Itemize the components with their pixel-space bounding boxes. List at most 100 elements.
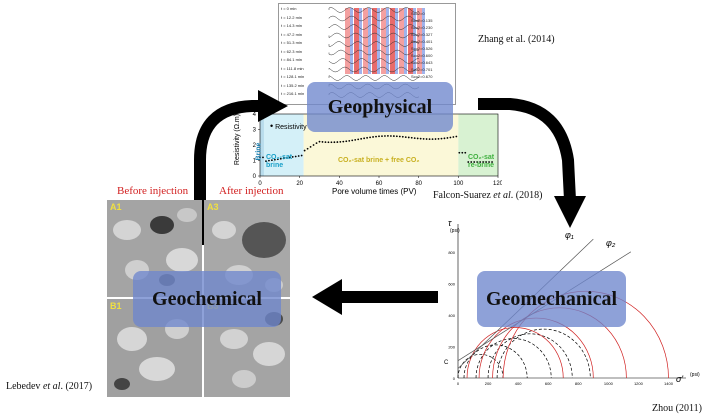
resistivity-point — [312, 144, 315, 146]
geochemical-label: Geochemical — [133, 271, 281, 327]
resistivity-point — [357, 138, 360, 141]
waveform-trace — [328, 75, 420, 81]
mohr-xtick: 1200 — [634, 381, 644, 386]
resistivity-point — [271, 159, 273, 162]
mohr-xtick: 400 — [515, 381, 522, 386]
ytick-label: 0 — [253, 174, 257, 180]
resistivity-point — [467, 161, 470, 163]
resistivity-point — [315, 142, 318, 145]
resistivity-point — [381, 135, 383, 138]
phi2-label: φ₂ — [606, 238, 616, 248]
resistivity-point — [345, 140, 348, 143]
resistivity-point — [398, 135, 401, 138]
mohr-ytick: 0 — [453, 376, 456, 381]
resistivity-point — [437, 137, 440, 140]
mohr-ytick: 600 — [448, 281, 455, 286]
waveform-trace — [328, 32, 420, 39]
resistivity-point — [401, 135, 404, 138]
panel-a3-tag: A3 — [207, 202, 219, 212]
wave-band-red — [417, 8, 422, 74]
seismic-time-label: t = 135.2 min — [281, 82, 305, 88]
mohr-ytick: 400 — [448, 313, 455, 318]
resistivity-point — [303, 149, 306, 152]
mohr-chart: 0 200 400 600 800 0 200 400 600 800 1000 1200 1400 τ… — [440, 218, 704, 400]
resistivity-point — [416, 137, 419, 140]
mohr-xtick: 800 — [575, 381, 582, 386]
resistivity-point — [309, 145, 312, 148]
waveform-trace — [328, 41, 420, 47]
resistivity-point — [461, 151, 464, 154]
seismic-saturation-label: Sco2=0.600 — [411, 53, 433, 58]
arrow-head-left — [312, 279, 342, 315]
citation-lebedev: Lebedev et al. (2017) — [6, 381, 93, 392]
citation-zhou: Zhou (2011) — [652, 403, 702, 414]
resistivity-point — [464, 151, 467, 154]
wave-band-blue — [350, 8, 353, 74]
resistivity-point — [410, 136, 413, 139]
seismic-time-label: t = 216.1 min — [281, 91, 305, 96]
wave-band-red — [381, 8, 386, 74]
resistivity-xlabel: Pore volume times (PV) — [332, 187, 417, 196]
seismic-saturation-label: Sco2=0.327 — [411, 32, 433, 37]
panel-b1-tag: B1 — [110, 301, 122, 311]
phi1-label: φ₁ — [565, 230, 574, 240]
mohr-circle — [496, 328, 591, 379]
xtick-label: 60 — [376, 181, 383, 187]
mohr-circle — [475, 338, 552, 379]
mohr-xtick: 0 — [457, 381, 460, 386]
seismic-time-label: t = 84.1 min — [281, 57, 303, 62]
waveform-trace — [328, 7, 420, 13]
resistivity-point — [262, 156, 264, 159]
mohr-circle — [466, 327, 564, 379]
sigma-axis-symbol: σ' — [676, 374, 684, 384]
resistivity-point — [375, 135, 377, 138]
resistivity-point — [366, 136, 368, 139]
resistivity-point — [282, 157, 285, 160]
xtick-label: 40 — [336, 181, 343, 187]
panel-a1-tag: A1 — [110, 202, 122, 212]
waveform-trace — [328, 66, 420, 73]
resistivity-point — [360, 137, 363, 140]
resistivity-point — [342, 140, 345, 143]
resistivity-point — [378, 135, 380, 138]
wave-band-red — [390, 8, 395, 74]
geophysical-label: Geophysical — [307, 82, 453, 132]
mohr-circle — [457, 354, 504, 379]
resistivity-point — [395, 135, 398, 138]
resistivity-point — [330, 141, 333, 144]
resistivity-point — [452, 136, 455, 138]
wave-band-red — [363, 8, 368, 74]
sigma-axis-unit: (psi) — [690, 372, 700, 378]
geomechanical-label: Geomechanical — [477, 271, 626, 327]
xtick-label: 120 — [493, 181, 502, 187]
mohr-circle — [478, 317, 594, 379]
seismic-saturation-label: Sco2=0.401 — [411, 39, 433, 44]
tau-axis-symbol: τ — [448, 218, 452, 228]
seismic-time-label: t = 12.2 min — [281, 14, 303, 20]
resistivity-point — [431, 138, 434, 141]
waveform-trace — [328, 15, 420, 22]
resistivity-point — [294, 155, 297, 158]
seismic-time-label: t = 111.8 min — [281, 65, 304, 71]
zone-co2-brine — [263, 114, 304, 176]
after-injection-label: After injection — [219, 185, 284, 197]
mohr-xtick: 1000 — [604, 381, 614, 386]
seismic-time-label: t = 128.1 min — [281, 74, 305, 79]
mohr-circle — [463, 344, 528, 379]
resistivity-point — [351, 139, 354, 142]
resistivity-point — [428, 138, 431, 141]
resistivity-point — [470, 161, 473, 163]
wave-band-blue — [359, 8, 362, 74]
waveform-trace — [328, 24, 420, 30]
resistivity-point — [387, 135, 389, 137]
seismic-saturation-labels: Sco2=0 Sco2=0.135 Sco2=0.230 Sco2=0.327 Sco2… — [411, 10, 453, 80]
resistivity-point — [273, 158, 276, 161]
resistivity-point — [300, 154, 303, 157]
resistivity-point — [434, 138, 437, 140]
zone-rebrine-label: CO₂-sat re-brine — [468, 154, 495, 169]
citation-zhang: Zhang et al. (2014) — [478, 34, 555, 45]
resistivity-point — [327, 141, 330, 144]
resistivity-point — [407, 136, 410, 139]
resistivity-point — [336, 141, 339, 143]
resistivity-point — [333, 141, 336, 144]
